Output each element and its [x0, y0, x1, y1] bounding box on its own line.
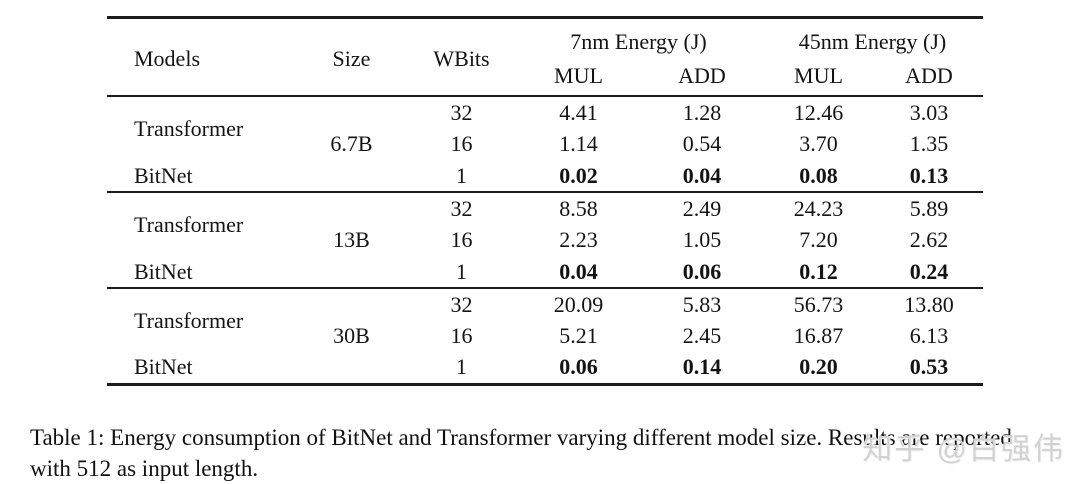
mul-7nm-cell: 4.41: [559, 99, 598, 125]
model-group-6.7B: Transformer 6.7B 32 4.41 1.28 12.46 3.03…: [107, 96, 983, 192]
header-wbits: WBits: [433, 46, 490, 71]
mul-7nm-cell: 0.04: [559, 258, 598, 284]
mul-7nm-cell: 5.21: [559, 323, 598, 348]
mul-45nm-cell: 56.73: [793, 291, 844, 317]
add-7nm-cell: 2.45: [682, 323, 722, 348]
header-mul-45nm: MUL: [794, 63, 843, 88]
mul-7nm-cell: 20.09: [553, 291, 604, 317]
mul-45nm-cell: 24.23: [793, 195, 844, 221]
add-45nm-cell: 2.62: [909, 227, 949, 252]
energy-consumption-table: Models Size WBits 7nm Energy (J) 45nm En…: [107, 16, 983, 386]
mul-7nm-cell: 1.14: [559, 131, 598, 156]
mul-7nm-cell: 0.02: [559, 162, 598, 188]
watermark-zhihu: 知乎 @白强伟: [862, 433, 1065, 466]
add-7nm-cell: 0.04: [682, 162, 722, 188]
add-45nm-cell: 0.24: [909, 258, 949, 284]
wbits-cell: 32: [450, 195, 473, 221]
header-row-1: Models Size WBits 7nm Energy (J) 45nm En…: [107, 18, 983, 71]
wbits-cell: 16: [450, 323, 473, 348]
table-row: Transformer 30B 32 20.09 5.83 56.73 13.8…: [107, 288, 983, 348]
add-7nm-cell: 0.06: [682, 258, 722, 284]
table-row: BitNet 1 0.02 0.04 0.08 0.13: [107, 160, 983, 192]
add-45nm-cell: 13.80: [904, 291, 954, 317]
table-row: BitNet 1 0.06 0.14 0.20 0.53: [107, 352, 983, 384]
add-7nm-cell: 2.49: [682, 195, 722, 221]
model-label-transformer: Transformer: [134, 307, 244, 333]
mul-45nm-cell: 0.20: [799, 354, 838, 380]
header-mul-7nm: MUL: [554, 63, 603, 88]
model-label-transformer: Transformer: [134, 115, 244, 141]
size-cell: 13B: [333, 227, 370, 252]
table-row: 16 1.14 0.54 3.70 1.35: [107, 128, 983, 160]
table-row: Transformer 6.7B 32 4.41 1.28 12.46 3.03: [107, 96, 983, 157]
header-45nm-energy: 45nm Energy (J): [798, 29, 947, 54]
add-7nm-cell: 0.14: [682, 354, 722, 380]
mul-7nm-cell: 8.58: [559, 195, 598, 221]
add-45nm-cell: 5.89: [909, 195, 949, 221]
table-row: 16 5.21 2.45 16.87 6.13: [107, 320, 983, 352]
table-header: Models Size WBits 7nm Energy (J) 45nm En…: [107, 18, 983, 96]
add-45nm-cell: 3.03: [909, 99, 949, 125]
add-45nm-cell: 0.53: [909, 354, 949, 380]
add-7nm-cell: 5.83: [682, 291, 722, 317]
header-7nm-energy: 7nm Energy (J): [570, 29, 707, 54]
add-7nm-cell: 1.28: [682, 99, 722, 125]
mul-7nm-cell: 0.06: [559, 354, 598, 380]
header-size: Size: [332, 46, 371, 71]
header-models: Models: [134, 46, 200, 71]
add-45nm-cell: 1.35: [909, 131, 949, 156]
mul-45nm-cell: 7.20: [799, 227, 838, 252]
model-group-13B: Transformer 13B 32 8.58 2.49 24.23 5.89 …: [107, 192, 983, 288]
add-45nm-cell: 6.13: [909, 323, 949, 348]
table-caption: Table 1: Energy consumption of BitNet an…: [30, 425, 1012, 481]
mul-45nm-cell: 3.70: [799, 131, 838, 156]
table-row: 16 2.23 1.05 7.20 2.62: [107, 224, 983, 256]
model-group-30B: Transformer 30B 32 20.09 5.83 56.73 13.8…: [107, 288, 983, 384]
header-add-45nm: ADD: [905, 63, 953, 88]
wbits-cell: 16: [450, 227, 473, 252]
model-label-bitnet: BitNet: [134, 258, 193, 284]
mul-45nm-cell: 12.46: [793, 99, 844, 125]
header-add-7nm: ADD: [678, 63, 726, 88]
mul-45nm-cell: 0.08: [799, 162, 838, 188]
size-cell: 30B: [333, 322, 370, 348]
header-row-2: MUL ADD MUL ADD: [107, 61, 983, 96]
wbits-cell: 1: [456, 162, 467, 188]
model-label-transformer: Transformer: [134, 211, 244, 237]
add-45nm-cell: 0.13: [909, 162, 949, 188]
wbits-cell: 16: [450, 131, 473, 156]
wbits-cell: 32: [450, 99, 473, 125]
mul-45nm-cell: 0.12: [799, 258, 838, 284]
model-label-bitnet: BitNet: [134, 162, 193, 188]
wbits-cell: 1: [456, 354, 467, 380]
model-label-bitnet: BitNet: [134, 354, 193, 380]
size-cell: 6.7B: [330, 131, 373, 156]
wbits-cell: 1: [456, 258, 467, 284]
mul-45nm-cell: 16.87: [793, 323, 844, 348]
mul-7nm-cell: 2.23: [559, 227, 598, 252]
wbits-cell: 32: [450, 291, 473, 317]
table-row: BitNet 1 0.04 0.06 0.12 0.24: [107, 256, 983, 288]
table-row: Transformer 13B 32 8.58 2.49 24.23 5.89: [107, 192, 983, 253]
add-7nm-cell: 1.05: [682, 227, 722, 252]
add-7nm-cell: 0.54: [682, 131, 722, 156]
